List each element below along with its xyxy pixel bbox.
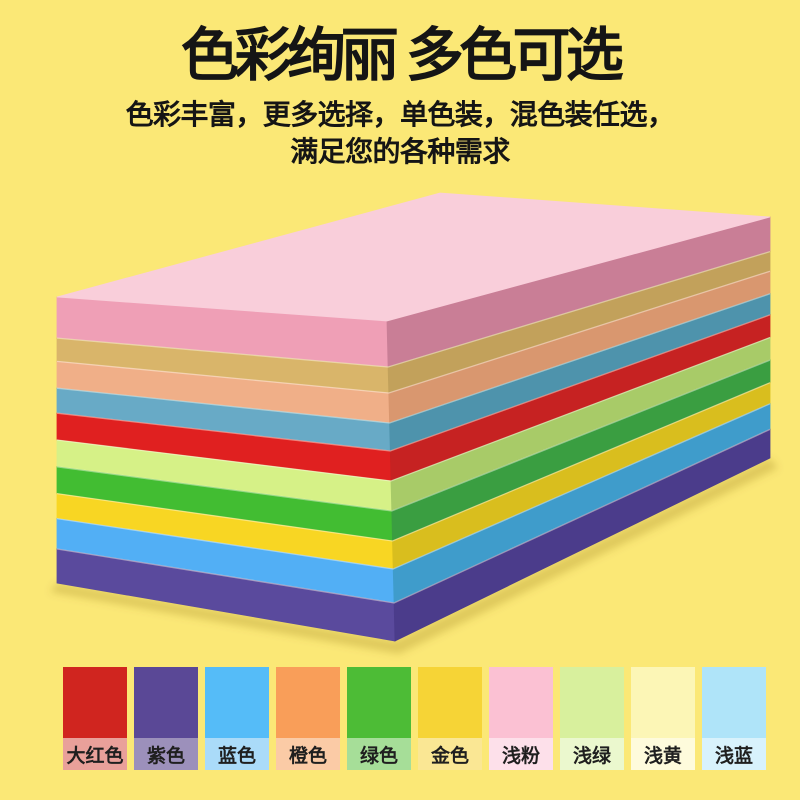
swatch-color-block xyxy=(63,667,127,738)
paper-layer-green-front xyxy=(56,466,393,542)
color-swatch-light-green: 浅绿 xyxy=(560,667,624,770)
page-title: 色彩绚丽 多色可选 xyxy=(180,23,624,88)
paper-stack-group xyxy=(50,192,778,654)
paper-layer-red-side xyxy=(389,314,771,482)
stack-shadow xyxy=(50,458,778,654)
swatch-label: 大红色 xyxy=(63,738,127,770)
swatch-color-block xyxy=(560,667,624,738)
paper-layer-gold-front xyxy=(56,493,394,570)
swatch-label: 浅绿 xyxy=(560,738,624,770)
paper-layer-blue-side xyxy=(392,403,771,604)
paper-edge-highlight xyxy=(56,359,771,512)
swatch-label: 浅黄 xyxy=(631,738,695,770)
paper-layer-tan-front xyxy=(56,337,390,394)
paper-layer-light-green-side xyxy=(390,336,771,512)
paper-edge-highlight xyxy=(56,250,771,368)
paper-layer-purple-front xyxy=(56,548,396,642)
color-swatch-gold: 金色 xyxy=(418,667,482,770)
color-swatch-light-pink: 浅粉 xyxy=(489,667,553,770)
swatch-color-block xyxy=(631,667,695,738)
paper-layer-purple-side xyxy=(393,428,771,642)
paper-layer-green-side xyxy=(391,359,771,542)
color-swatch-blue: 蓝色 xyxy=(205,667,269,770)
swatch-label: 蓝色 xyxy=(205,738,269,770)
paper-layer-steel-blue-front xyxy=(56,387,391,452)
color-swatch-red: 大红色 xyxy=(63,667,127,770)
swatch-label: 金色 xyxy=(418,738,482,770)
color-swatch-light-blue: 浅蓝 xyxy=(702,667,766,770)
swatch-color-block xyxy=(702,667,766,738)
paper-stack-top-face xyxy=(56,192,771,322)
paper-edge-highlight xyxy=(56,403,771,570)
color-swatch-purple: 紫色 xyxy=(134,667,198,770)
paper-layer-tan-side xyxy=(387,251,771,394)
swatch-color-block xyxy=(418,667,482,738)
swatch-color-block xyxy=(276,667,340,738)
swatch-label: 浅粉 xyxy=(489,738,553,770)
paper-layer-gold-side xyxy=(392,382,771,570)
subtitle: 色彩丰富，更多选择，单色装，混色装任选， 满足您的各种需求 xyxy=(0,96,800,170)
swatch-color-block xyxy=(205,667,269,738)
paper-edge-highlight xyxy=(56,336,771,482)
swatch-label: 橙色 xyxy=(276,738,340,770)
color-palette-row: 大红色 紫色 蓝色 橙色 绿色 金色 浅粉 浅绿 浅黄 浅蓝 xyxy=(63,667,766,770)
paper-edge-highlight xyxy=(56,314,771,452)
swatch-color-block xyxy=(134,667,198,738)
paper-edge-highlight xyxy=(56,270,771,394)
paper-layer-red-front xyxy=(56,412,392,482)
paper-edge-highlight xyxy=(56,428,771,604)
subtitle-line-1: 色彩丰富，更多选择，单色装，混色装任选， xyxy=(125,99,675,130)
swatch-label: 绿色 xyxy=(347,738,411,770)
paper-layer-steel-blue-side xyxy=(389,293,771,452)
subtitle-line-2: 满足您的各种需求 xyxy=(290,136,510,167)
swatch-label: 浅蓝 xyxy=(702,738,766,770)
color-swatch-green: 绿色 xyxy=(347,667,411,770)
paper-edge-highlight xyxy=(56,382,771,542)
color-swatch-orange: 橙色 xyxy=(276,667,340,770)
color-swatch-light-yellow: 浅黄 xyxy=(631,667,695,770)
paper-edge-highlight xyxy=(56,293,771,424)
paper-layer-pink-side xyxy=(386,216,771,368)
swatch-color-block xyxy=(347,667,411,738)
paper-layer-peach-side xyxy=(388,270,771,424)
swatch-color-block xyxy=(489,667,553,738)
paper-layer-blue-front xyxy=(56,518,395,604)
swatch-label: 紫色 xyxy=(134,738,198,770)
paper-layer-pink-front xyxy=(56,296,389,368)
paper-layer-peach-front xyxy=(56,360,391,424)
paper-layer-light-green-front xyxy=(56,439,393,512)
